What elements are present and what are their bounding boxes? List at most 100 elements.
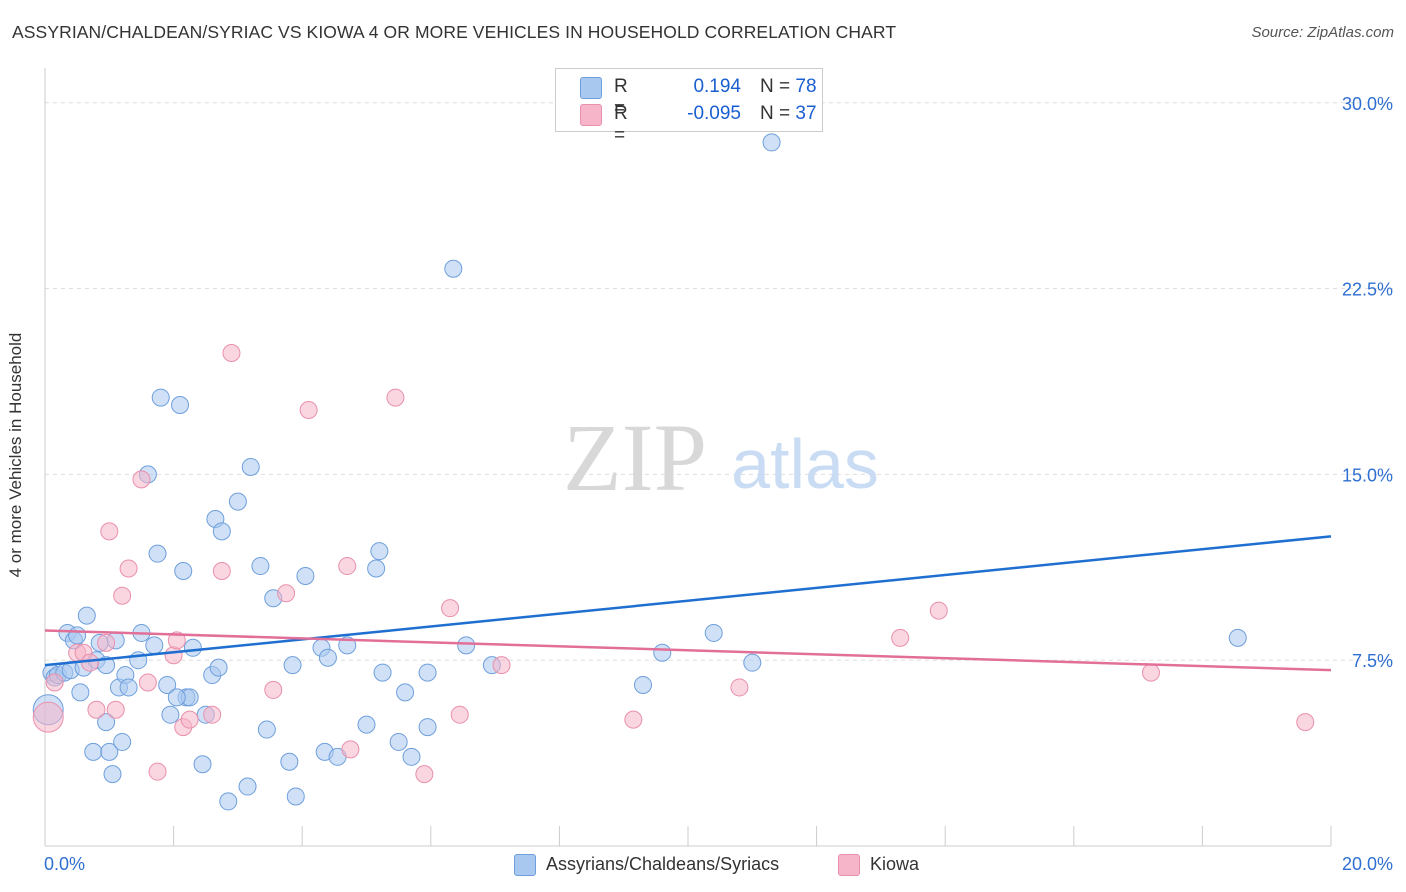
trend-lines xyxy=(44,535,1332,672)
point-assyrians xyxy=(183,638,202,657)
point-kiowa xyxy=(730,678,749,697)
legend-swatch-kiowa xyxy=(580,104,602,126)
point-assyrians xyxy=(704,623,723,642)
x-tick-label: 20.0% xyxy=(1342,854,1393,874)
point-kiowa xyxy=(100,522,119,541)
point-assyrians xyxy=(119,678,138,697)
point-kiowa xyxy=(1141,663,1160,682)
source-credit: Source: ZipAtlas.com xyxy=(1251,24,1394,41)
point-kiowa xyxy=(132,470,151,489)
point-assyrians xyxy=(257,720,276,739)
legend-n-value: 78 xyxy=(795,76,817,97)
point-assyrians xyxy=(1228,628,1247,647)
point-assyrians xyxy=(241,457,260,476)
point-assyrians xyxy=(68,626,87,645)
y-tick-label: 30.0% xyxy=(1342,94,1393,114)
legend-r-label: R = xyxy=(614,103,628,146)
point-kiowa xyxy=(929,601,948,620)
series-label-kiowa: Kiowa xyxy=(870,854,920,874)
watermark-zip: ZIP xyxy=(563,404,707,511)
trend-line-assyrians xyxy=(44,535,1332,667)
data-points xyxy=(32,133,1315,811)
point-assyrians xyxy=(389,732,408,751)
point-assyrians xyxy=(113,732,132,751)
point-kiowa xyxy=(113,586,132,605)
legend-r-value: -0.095 xyxy=(687,103,741,124)
point-assyrians xyxy=(174,562,193,581)
point-kiowa xyxy=(299,400,318,419)
point-assyrians xyxy=(762,133,781,152)
point-assyrians xyxy=(402,747,421,766)
point-assyrians xyxy=(296,566,315,585)
legend-n-label: N = xyxy=(760,103,791,124)
point-assyrians xyxy=(238,777,257,796)
point-kiowa xyxy=(386,388,405,407)
series-label-assyrians: Assyrians/Chaldeans/Syriacs xyxy=(546,854,780,874)
point-kiowa xyxy=(341,740,360,759)
y-tick-label: 22.5% xyxy=(1342,280,1393,300)
legend-n: N = 37 xyxy=(760,103,817,125)
point-kiowa xyxy=(624,710,643,729)
point-kiowa xyxy=(203,705,222,724)
point-assyrians xyxy=(151,388,170,407)
point-assyrians xyxy=(161,705,180,724)
point-kiowa xyxy=(415,765,434,784)
trend-line-kiowa xyxy=(44,629,1332,672)
point-assyrians xyxy=(97,713,116,732)
point-kiowa xyxy=(277,584,296,603)
point-kiowa xyxy=(212,562,231,581)
correlation-legend: R = 0.194 N = 78 R = -0.095 N = 37 xyxy=(555,68,823,146)
point-kiowa xyxy=(891,628,910,647)
point-assyrians xyxy=(370,542,389,561)
point-assyrians xyxy=(633,675,652,694)
grid-lines xyxy=(45,102,1393,661)
point-assyrians xyxy=(318,648,337,667)
point-kiowa xyxy=(45,673,64,692)
point-assyrians xyxy=(457,636,476,655)
tick-labels: 7.5% 15.0% 22.5% 30.0% 0.0% 20.0% xyxy=(44,94,1393,874)
point-assyrians xyxy=(228,492,247,511)
chart-title: ASSYRIAN/CHALDEAN/SYRIAC VS KIOWA 4 OR M… xyxy=(12,22,897,42)
point-kiowa xyxy=(1296,713,1315,732)
point-assyrians xyxy=(367,559,386,578)
point-assyrians xyxy=(158,675,177,694)
series-swatch-kiowa xyxy=(838,854,860,876)
point-assyrians xyxy=(373,663,392,682)
legend-n-value: 37 xyxy=(795,103,817,124)
point-assyrians xyxy=(286,787,305,806)
point-kiowa xyxy=(87,700,106,719)
y-tick-label: 7.5% xyxy=(1352,651,1393,671)
point-kiowa xyxy=(148,762,167,781)
point-kiowa xyxy=(492,656,511,675)
point-kiowa xyxy=(81,653,100,672)
point-assyrians xyxy=(219,792,238,811)
point-kiowa xyxy=(222,343,241,362)
point-kiowa xyxy=(167,631,186,650)
point-assyrians xyxy=(171,396,190,415)
legend-swatch-assyrians xyxy=(580,77,602,99)
y-tick-label: 15.0% xyxy=(1342,465,1393,485)
point-assyrians xyxy=(396,683,415,702)
point-kiowa xyxy=(450,705,469,724)
point-kiowa xyxy=(106,700,125,719)
series-swatch-assyrians xyxy=(514,854,536,876)
point-kiowa xyxy=(264,680,283,699)
watermark-atlas: atlas xyxy=(731,425,879,503)
point-assyrians xyxy=(280,752,299,771)
point-assyrians xyxy=(103,765,122,784)
point-assyrians xyxy=(209,658,228,677)
point-assyrians xyxy=(418,718,437,737)
point-kiowa xyxy=(338,557,357,576)
point-assyrians xyxy=(212,522,231,541)
point-kiowa xyxy=(441,599,460,618)
point-kiowa xyxy=(119,559,138,578)
point-kiowa xyxy=(97,633,116,652)
axes xyxy=(44,68,1332,847)
point-assyrians xyxy=(283,656,302,675)
point-assyrians xyxy=(357,715,376,734)
point-assyrians xyxy=(444,259,463,278)
legend-r-value: 0.194 xyxy=(693,76,741,97)
series-legend: Assyrians/Chaldeans/Syriacs Kiowa xyxy=(0,852,1406,880)
point-kiowa xyxy=(164,646,183,665)
